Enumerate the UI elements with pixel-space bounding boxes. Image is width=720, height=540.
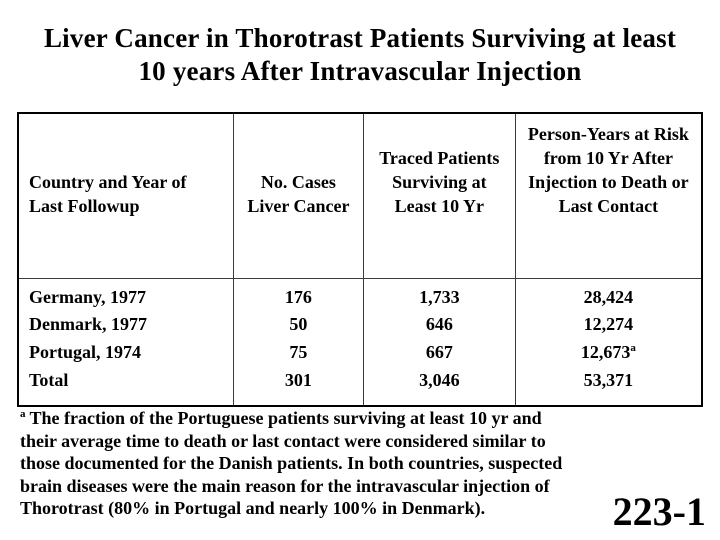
page-title: Liver Cancer in Thorotrast Patients Surv… xyxy=(0,22,720,88)
spacer-cell xyxy=(18,394,233,406)
footnote-line-3: those documented for the Danish patients… xyxy=(20,453,563,473)
table-header-row: Country and Year of Last Followup No. Ca… xyxy=(18,113,702,279)
cell-country: Germany, 1977 xyxy=(29,287,146,307)
column-header-traced: Traced Patients Surviving at Least 10 Yr xyxy=(362,113,516,279)
header-line: Last Followup xyxy=(29,196,140,216)
cell-person-years-value: 12,673 xyxy=(580,342,631,362)
column-header-person-years: Person-Years at Risk from 10 Yr After In… xyxy=(514,113,702,279)
cell-country: Denmark, 1977 xyxy=(29,314,147,334)
page-number: 223-1 xyxy=(612,489,706,534)
header-line: Liver Cancer xyxy=(247,196,350,216)
table-row-total: Total 301 3,046 53,371 xyxy=(18,366,702,394)
footnote-line-5: Thorotrast (80% in Portugal and nearly 1… xyxy=(20,498,486,518)
cell-person-years: 12,673a xyxy=(514,338,702,366)
cell-traced: 3,046 xyxy=(362,366,516,394)
cell-traced: 646 xyxy=(362,310,516,338)
header-line: Least 10 Yr xyxy=(394,196,484,216)
header-line: Last Contact xyxy=(558,196,659,216)
header-line: Person-Years at Risk xyxy=(527,124,689,144)
header-line: Injection to Death or xyxy=(528,172,689,192)
title-line-2: 10 years After Intravascular Injection xyxy=(138,56,582,86)
footnote-line-1-text: The fraction of the Portuguese patients … xyxy=(29,408,542,428)
table-row-germany: Germany, 1977 176 1,733 28,424 xyxy=(18,278,702,310)
column-header-cases: No. Cases Liver Cancer xyxy=(232,113,364,279)
cell-traced: 1,733 xyxy=(362,278,516,310)
cell-person-years-superscript: a xyxy=(630,342,636,354)
footnote-line-4: brain diseases were the main reason for … xyxy=(20,475,550,496)
spacer-cell xyxy=(514,394,702,406)
cell-person-years: 53,371 xyxy=(514,366,702,394)
title-line-1: Liver Cancer in Thorotrast Patients Surv… xyxy=(43,23,677,53)
cell-cases: 301 xyxy=(232,366,364,394)
table-spacer-row xyxy=(18,394,702,406)
cell-cases: 176 xyxy=(232,278,364,310)
cell-cases: 50 xyxy=(232,310,364,338)
table-row-denmark: Denmark, 1977 50 646 12,274 xyxy=(18,310,702,338)
cell-person-years: 12,274 xyxy=(514,310,702,338)
header-line: Country and Year of xyxy=(29,172,187,192)
cell-person-years-value: 53,371 xyxy=(583,370,634,390)
header-line: Surviving at xyxy=(392,172,487,192)
cell-traced: 667 xyxy=(362,338,516,366)
spacer-cell xyxy=(232,394,364,406)
footnote-marker: a xyxy=(20,408,26,420)
cell-person-years: 28,424 xyxy=(514,278,702,310)
cell-cases: 75 xyxy=(232,338,364,366)
footnote: a The fraction of the Portuguese patients… xyxy=(20,407,640,520)
cell-country: Portugal, 1974 xyxy=(29,342,141,362)
footnote-line-2: their average time to death or last cont… xyxy=(20,430,546,451)
header-line: Traced Patients xyxy=(379,148,500,168)
thorotrast-liver-cancer-table: Country and Year of Last Followup No. Ca… xyxy=(17,112,703,407)
footnote-line-1: a The fraction of the Portuguese patients… xyxy=(20,407,640,430)
table-row-portugal: Portugal, 1974 75 667 12,673a xyxy=(18,338,702,366)
header-line: No. Cases xyxy=(260,172,336,192)
cell-person-years-value: 28,424 xyxy=(583,287,634,307)
spacer-cell xyxy=(362,394,516,406)
cell-country: Total xyxy=(29,370,69,390)
header-line: from 10 Yr After xyxy=(543,148,673,168)
cell-person-years-value: 12,274 xyxy=(583,314,634,334)
column-header-country: Country and Year of Last Followup xyxy=(18,113,234,279)
